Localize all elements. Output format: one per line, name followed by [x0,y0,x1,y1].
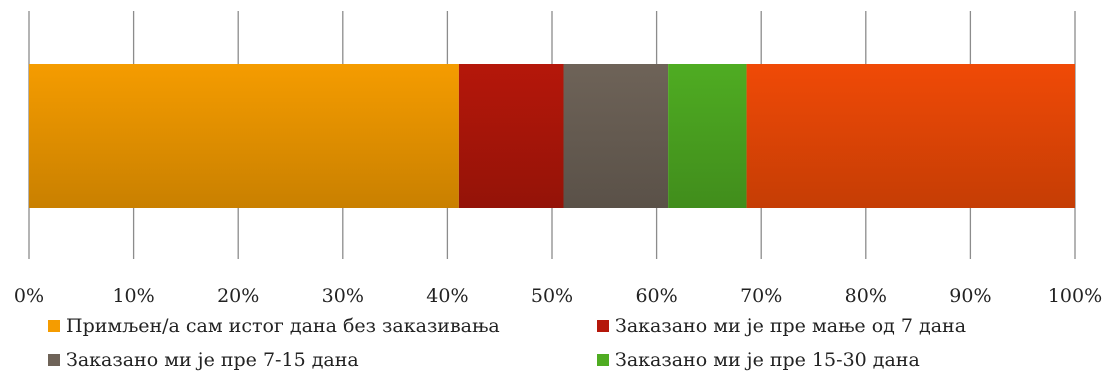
bar-segment-2 [563,64,669,208]
x-tick-label-3: 30% [322,285,364,307]
bar-segment-1 [458,64,564,208]
legend: Примљен/а сам истог дана без заказивања З… [0,312,1109,374]
x-tick-label-1: 10% [112,285,154,307]
x-tick-label-10: 100% [1048,285,1102,307]
legend-label-2: Заказано ми је пре 7-15 дана [66,349,359,371]
x-tick-label-2: 20% [217,285,259,307]
legend-swatch-0 [48,320,60,332]
legend-item-2: Заказано ми је пре 7-15 дана [48,349,359,371]
legend-item-0: Примљен/а сам истог дана без заказивања [48,315,500,337]
x-tick-label-9: 90% [949,285,991,307]
x-tick-label-4: 40% [426,285,468,307]
legend-swatch-3 [597,354,609,366]
bar-segments [29,64,1075,208]
x-tick-label-8: 80% [845,285,887,307]
x-tick-label-7: 70% [740,285,782,307]
x-tick-label-5: 50% [531,285,573,307]
legend-item-1: Заказано ми је пре мање од 7 дана [597,315,966,337]
x-tick-labels: 0% 10% 20% 30% 40% 50% 60% 70% 80% 90% 100% [14,285,1102,307]
legend-label-1: Заказано ми је пре мање од 7 дана [615,315,967,337]
bar-segment-4 [746,64,1075,208]
bar-segment-0 [29,64,459,208]
x-tick-label-0: 0% [14,285,44,307]
legend-label-3: Заказано ми је пре 15-30 дана [615,349,920,371]
legend-label-0: Примљен/а сам истог дана без заказивања [66,315,500,337]
x-tick-label-6: 60% [635,285,677,307]
legend-swatch-2 [48,354,60,366]
legend-swatch-1 [597,320,609,332]
legend-item-3: Заказано ми је пре 15-30 дана [597,349,920,371]
bar-segment-3 [668,64,747,208]
